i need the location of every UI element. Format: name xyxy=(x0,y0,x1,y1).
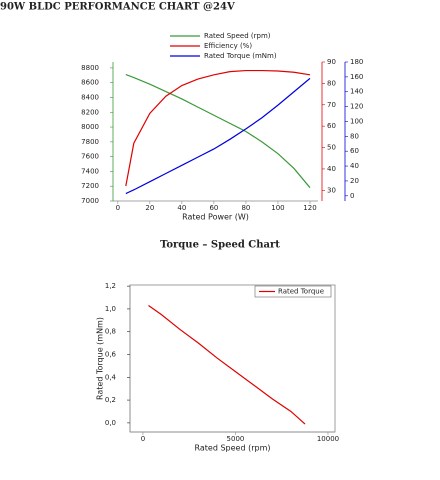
x-tick-label: 0 xyxy=(141,435,145,443)
y-tick-label: 120 xyxy=(350,103,363,111)
y-tick-label: 7800 xyxy=(81,138,99,146)
y-tick-label: 0 xyxy=(350,192,354,200)
y-tick-label: 7000 xyxy=(81,197,99,205)
y-tick-label: 1,0 xyxy=(105,305,116,313)
x-tick-label: 120 xyxy=(303,204,316,212)
y-tick-label: 7400 xyxy=(81,167,99,175)
y-tick-label: 40 xyxy=(327,165,336,173)
y-tick-label: 140 xyxy=(350,88,363,96)
plot-frame xyxy=(129,284,336,433)
series-line xyxy=(125,77,311,195)
y-tick-label: 8000 xyxy=(81,123,99,131)
y-tick-label: 160 xyxy=(350,73,363,81)
y-tick-label: 0,0 xyxy=(105,419,116,427)
series-line xyxy=(125,69,311,187)
series-line xyxy=(148,305,306,425)
y-tick-label: 0,4 xyxy=(105,373,117,381)
y-tick-label: 80 xyxy=(327,79,336,87)
y-tick-label: 7600 xyxy=(81,153,99,161)
y-tick-label: 80 xyxy=(350,132,359,140)
legend-label: Rated Torque (mNm) xyxy=(204,52,277,60)
y-tick-label: 50 xyxy=(327,144,336,152)
x-tick-label: 60 xyxy=(209,204,218,212)
y-tick-label: 60 xyxy=(327,122,336,130)
x-tick-label: 5000 xyxy=(227,435,245,443)
y-tick-label: 180 xyxy=(350,58,363,66)
y-tick-label: 100 xyxy=(350,117,363,125)
y-tick-label: 40 xyxy=(350,162,359,170)
y-tick-label: 8400 xyxy=(81,93,99,101)
y-tick-label: 90 xyxy=(327,58,336,66)
y-tick-label: 1,2 xyxy=(105,282,116,290)
y-tick-label: 8200 xyxy=(81,108,99,116)
x-tick-label: 40 xyxy=(177,204,186,212)
y-tick-label: 7200 xyxy=(81,182,99,190)
legend-box xyxy=(254,285,332,298)
x-tick-label: 10000 xyxy=(317,435,339,443)
legend-label: Rated Speed (rpm) xyxy=(204,32,271,40)
series-line xyxy=(125,74,311,189)
y-tick-label: 0,8 xyxy=(105,328,116,336)
x-axis-title: Rated Power (W) xyxy=(182,213,249,222)
x-tick-label: 0 xyxy=(116,204,120,212)
chart-title: 90W BLDC PERFORMANCE CHART @24V xyxy=(0,2,235,13)
x-tick-label: 80 xyxy=(241,204,250,212)
x-tick-label: 20 xyxy=(145,204,154,212)
chart-title: Torque – Speed Chart xyxy=(160,240,280,251)
y-axis-title: Rated Torque (mNm) xyxy=(96,317,105,400)
y-tick-label: 8600 xyxy=(81,79,99,87)
y-tick-label: 0,2 xyxy=(105,396,116,404)
legend-label: Rated Torque xyxy=(278,288,324,296)
legend-label: Efficiency (%) xyxy=(204,42,252,50)
x-axis-title: Rated Speed (rpm) xyxy=(195,444,271,453)
y-tick-label: 30 xyxy=(327,186,336,194)
y-tick-label: 70 xyxy=(327,101,336,109)
y-tick-label: 60 xyxy=(350,147,359,155)
y-tick-label: 0,6 xyxy=(105,351,117,359)
x-tick-label: 100 xyxy=(271,204,284,212)
y-tick-label: 8800 xyxy=(81,64,99,72)
y-tick-label: 20 xyxy=(350,177,359,185)
